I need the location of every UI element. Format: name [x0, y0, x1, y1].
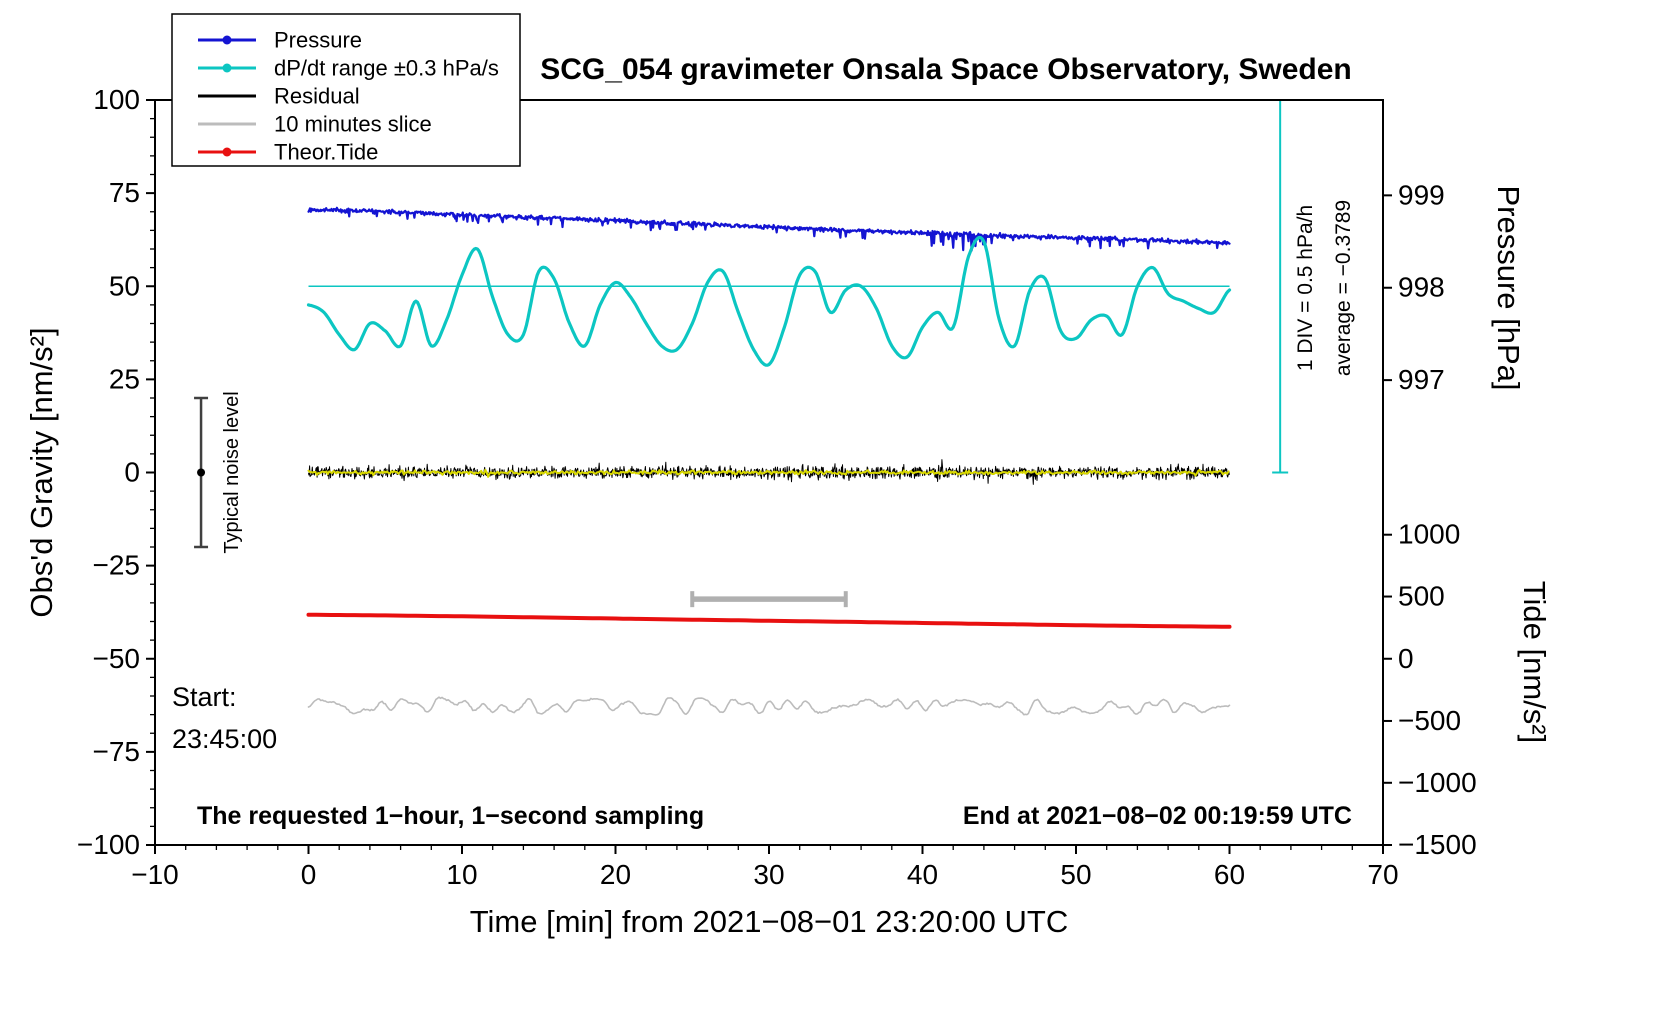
y-axis-tick-label: 25: [109, 363, 140, 394]
legend-item-label: dP/dt range ±0.3 hPa/s: [274, 56, 499, 81]
y-axis-tick-label: −75: [93, 736, 141, 767]
legend-item-slice: 10 minutes slice: [198, 112, 432, 137]
legend-marker-dot: [222, 147, 232, 157]
chart-title: SCG_054 gravimeter Onsala Space Observat…: [540, 53, 1352, 86]
legend: Pressure dP/dt range ±0.3 hPa/s Residual 10…: [171, 13, 521, 167]
noise-level-dot: [197, 468, 206, 477]
x-axis-tick-label: 50: [1060, 859, 1091, 890]
legend-item-pressure: Pressure: [198, 28, 362, 53]
pressure-axis-tick-label: 999: [1398, 179, 1445, 210]
y-axis-tick-label: 0: [124, 457, 140, 488]
slice-extent-bar: [690, 591, 848, 608]
x-axis-title: Time [min] from 2021−08−01 23:20:00 UTC: [470, 904, 1069, 939]
typical-noise-level-annotation: Typical noise level: [194, 391, 243, 554]
tide-axis-tick-label: −1500: [1398, 829, 1477, 860]
sampling-annotation: The requested 1−hour, 1−second sampling: [197, 802, 704, 830]
legend-item-tide: Theor.Tide: [198, 140, 378, 165]
legend-item-residual: Residual: [198, 84, 360, 109]
y-axis-tick-label: −25: [93, 550, 141, 581]
x-axis-tick-label: 70: [1367, 859, 1398, 890]
end-time-annotation: End at 2021−08−02 00:19:59 UTC: [963, 802, 1352, 830]
div-indicator: 1 DIV = 0.5 hPa/h average = −0.3789: [1272, 99, 1355, 474]
div-scale-label: 1 DIV = 0.5 hPa/h: [1294, 205, 1317, 371]
series-tide: [306, 612, 1232, 629]
pressure-axis-title: Pressure [hPa]: [1491, 185, 1526, 390]
average-value-label: average = −0.3789: [1332, 200, 1355, 376]
series-residual-mean: [307, 468, 1230, 478]
tide-axis-tick-label: −1000: [1398, 767, 1477, 798]
legend-marker-dot: [222, 35, 232, 45]
tide-axis-tick-label: 1000: [1398, 519, 1460, 550]
y-axis-tick-label: 100: [93, 84, 140, 115]
legend-item-label: Residual: [274, 84, 360, 109]
legend-item-label: Theor.Tide: [274, 140, 378, 165]
tide-axis-tick-label: −500: [1398, 705, 1461, 736]
pressure-axis-tick-label: 998: [1398, 272, 1445, 303]
series-pressure: [307, 206, 1231, 252]
y-axis-title: Obs'd Gravity [nm/s²]: [24, 327, 59, 617]
x-axis-tick-label: 40: [907, 859, 938, 890]
y-axis-tick-label: −100: [77, 829, 140, 860]
legend-marker-dot: [222, 63, 232, 73]
start-time-label: Start:: [172, 682, 237, 712]
series-layer: [306, 206, 1232, 716]
x-axis-tick-label: −10: [131, 859, 179, 890]
x-axis-tick-label: 0: [301, 859, 317, 890]
tide-axis-tick-label: 0: [1398, 643, 1414, 674]
typical-noise-level-label: Typical noise level: [221, 391, 243, 553]
pressure-axis-tick-label: 997: [1398, 364, 1445, 395]
annotation-layer: Typical noise level 1 DIV = 0.5 hPa/h aver…: [172, 99, 1355, 830]
tide-axis-title: Tide [nm/s²]: [1517, 581, 1552, 744]
tide-axis-tick-label: 500: [1398, 581, 1445, 612]
y-axis-tick-label: 50: [109, 270, 140, 301]
x-axis-tick-label: 60: [1214, 859, 1245, 890]
series-slice: [307, 696, 1231, 716]
legend-item-label: Pressure: [274, 28, 362, 53]
legend-item-label: 10 minutes slice: [274, 112, 432, 137]
start-time-label: 23:45:00: [172, 724, 277, 754]
x-axis-tick-label: 20: [600, 859, 631, 890]
x-axis-tick-label: 10: [446, 859, 477, 890]
axes-layer: −10 0 10 20 30 40 50 60 70−100−75−50−25025507510…: [24, 53, 1552, 939]
y-axis-tick-label: 75: [109, 177, 140, 208]
y-axis-tick-label: −50: [93, 643, 141, 674]
series-dpdt: [306, 235, 1232, 367]
x-axis-tick-label: 30: [753, 859, 784, 890]
legend-item-dpdt: dP/dt range ±0.3 hPa/s: [198, 56, 499, 81]
